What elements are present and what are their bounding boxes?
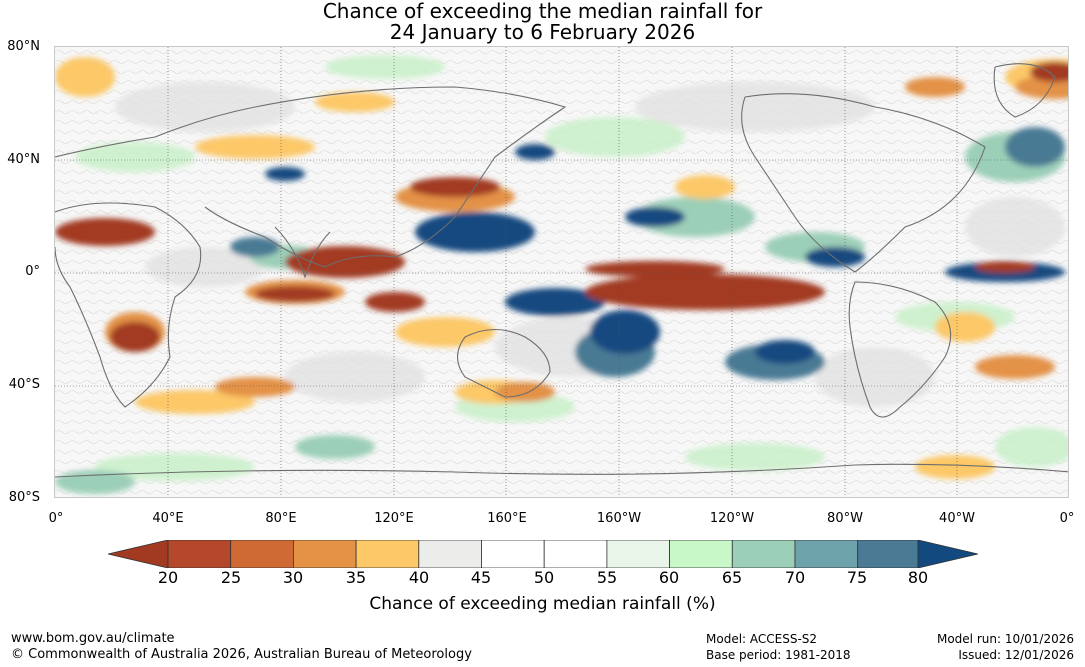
colorbar-segment — [355, 540, 420, 568]
map-canvas — [55, 47, 1068, 497]
lat-label-80s: 80°S — [8, 490, 40, 505]
colorbar-tick: 30 — [282, 568, 304, 587]
lon-label-0-east: 0° — [1059, 511, 1075, 526]
colorbar-segment — [669, 540, 733, 568]
lon-label-160w: 160°W — [596, 511, 642, 526]
colorbar-segment — [292, 540, 357, 568]
colorbar-title: Chance of exceeding median rainfall (%) — [369, 594, 716, 614]
colorbar-segment — [418, 540, 482, 568]
coastlines — [55, 63, 1068, 478]
lon-label-40e: 40°E — [152, 511, 184, 526]
colorbar-tick: 80 — [907, 568, 929, 587]
colorbar-tick: 75 — [846, 568, 868, 587]
colorbar-arrow-low — [108, 540, 169, 568]
map-title-line2: 24 January to 6 February 2026 — [389, 20, 696, 44]
footer-issued: Issued: 12/01/2026 — [958, 648, 1074, 662]
lat-label-40n: 40°N — [7, 152, 40, 167]
footer-model-run: Model run: 10/01/2026 — [936, 632, 1074, 646]
lon-label-120w: 120°W — [709, 511, 755, 526]
lat-label-equator: 0° — [25, 264, 40, 279]
rainfall-probability-map — [54, 46, 1069, 498]
colorbar-segment — [857, 540, 919, 568]
lon-label-160e: 160°E — [487, 511, 527, 526]
lon-label-80w: 80°W — [827, 511, 863, 526]
map-title-line1: Chance of exceeding the median rainfall … — [322, 0, 763, 23]
colorbar-segment — [606, 540, 670, 568]
colorbar-segment — [794, 540, 859, 568]
colorbar-segment — [167, 540, 232, 568]
colorbar-arrow-high — [917, 540, 978, 568]
colorbar-segment — [731, 540, 796, 568]
graticule — [55, 47, 1068, 497]
footer-base-period: Base period: 1981-2018 — [706, 648, 851, 662]
colorbar-tick: 45 — [470, 568, 492, 587]
colorbar-segment — [481, 540, 545, 568]
colorbar-segment — [230, 540, 294, 568]
lon-label-80e: 80°E — [265, 511, 297, 526]
colorbar-tick: 35 — [345, 568, 367, 587]
colorbar-segment — [543, 540, 608, 568]
colorbar-tick: 70 — [784, 568, 806, 587]
colorbar-tick: 25 — [220, 568, 242, 587]
lat-label-80n: 80°N — [7, 39, 40, 54]
footer-model: Model: ACCESS-S2 — [706, 632, 818, 646]
colorbar-tick: 65 — [721, 568, 743, 587]
lon-label-40w: 40°W — [939, 511, 975, 526]
lon-label-120e: 120°E — [374, 511, 414, 526]
colorbar-tick: 40 — [408, 568, 430, 587]
colorbar-tick: 60 — [658, 568, 680, 587]
colorbar-tick: 20 — [157, 568, 179, 587]
lon-label-0: 0° — [48, 511, 64, 526]
colorbar — [108, 540, 978, 568]
colorbar-tick: 50 — [533, 568, 555, 587]
colorbar-tick: 55 — [596, 568, 618, 587]
footer-copyright: © Commonwealth of Australia 2026, Austra… — [11, 647, 472, 662]
footer-website-link[interactable]: www.bom.gov.au/climate — [11, 631, 175, 646]
lat-label-40s: 40°S — [8, 377, 40, 392]
